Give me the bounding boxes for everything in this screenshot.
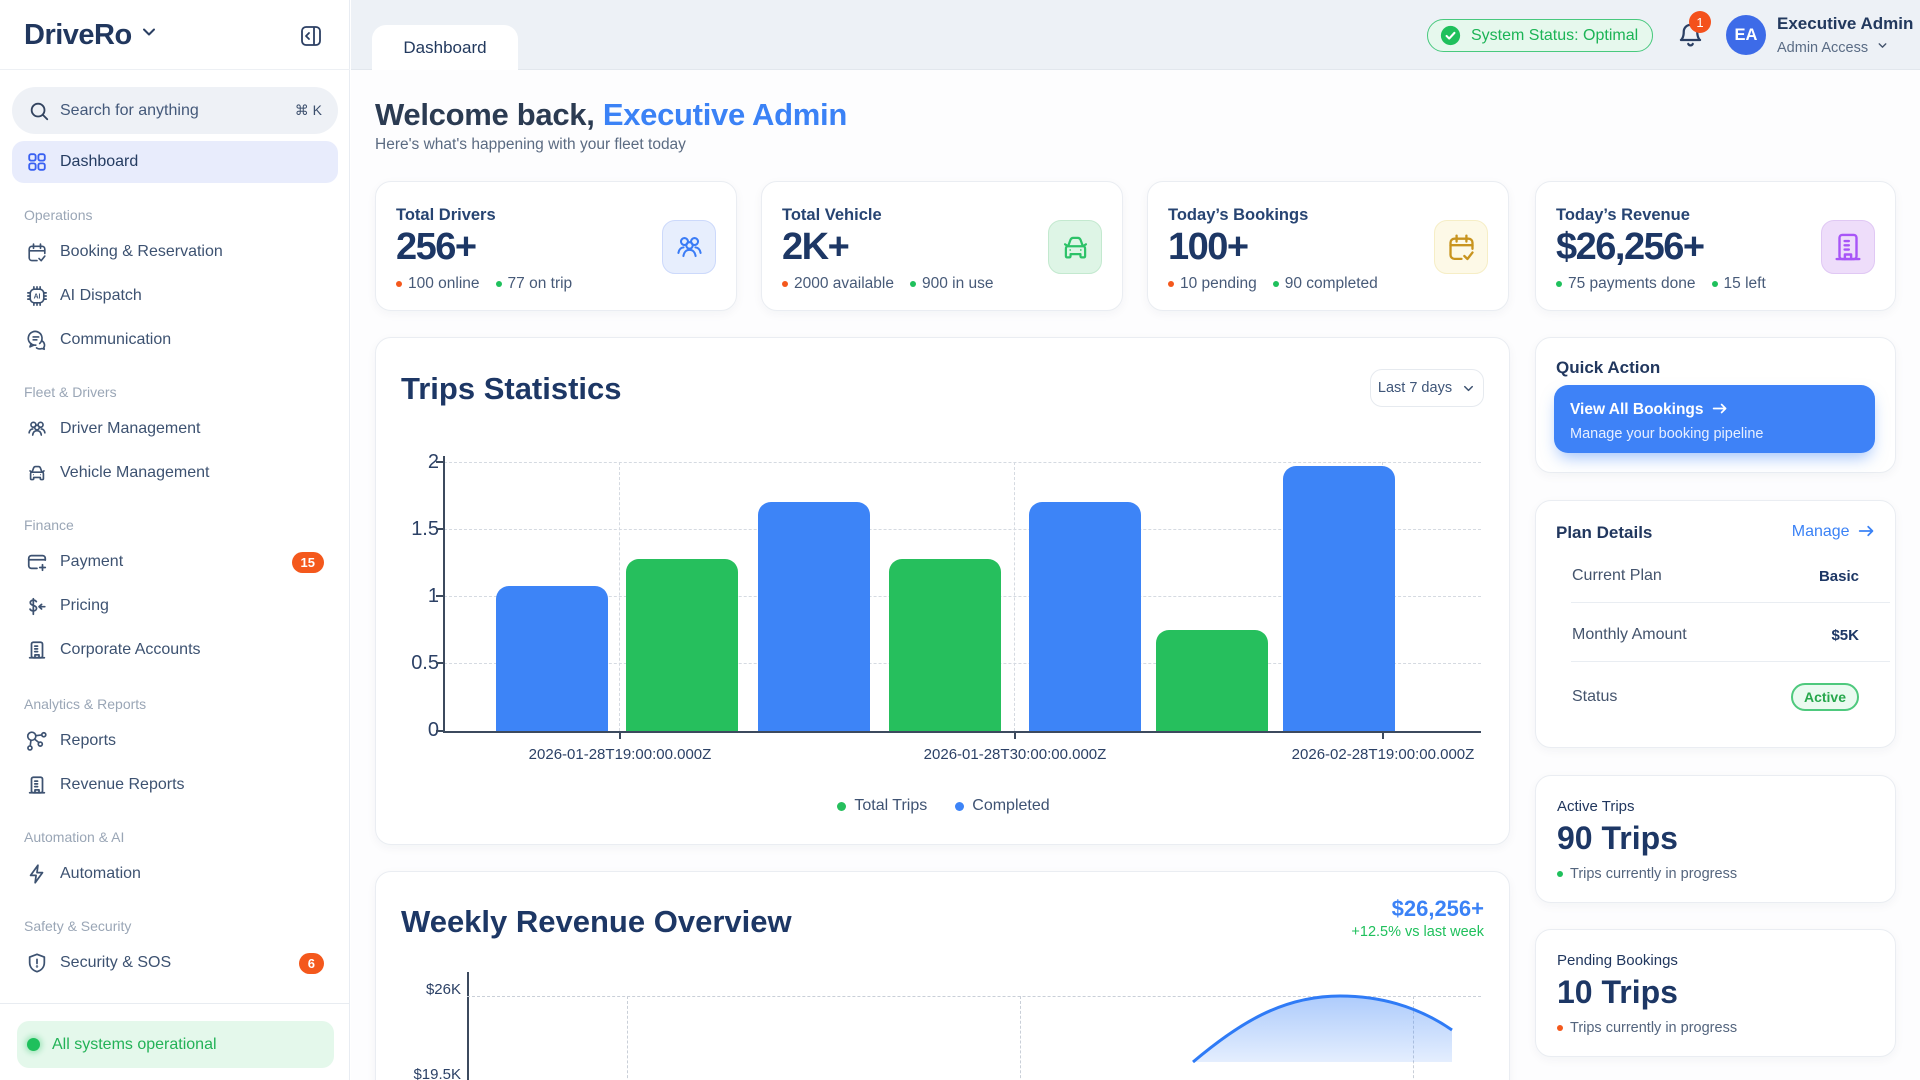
svg-text:AI: AI — [34, 294, 41, 301]
